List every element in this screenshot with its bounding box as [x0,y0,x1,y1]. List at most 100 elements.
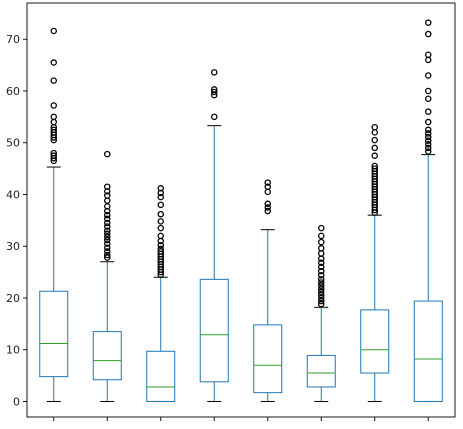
outlier-point [424,72,432,79]
y-tick-label: 10 [6,344,20,357]
outlier-point [424,148,432,155]
outlier-point [210,88,218,96]
outlier-point [210,69,218,76]
outlier-point [157,201,164,209]
outlier-point [424,130,432,137]
outlier-point [317,279,325,286]
outlier-point [424,87,432,95]
outlier-point [104,183,111,190]
outlier-point [424,95,432,102]
box-group [413,19,443,402]
outlier-point [317,224,325,232]
y-tick-label: 70 [6,33,20,46]
outlier-point [424,133,432,141]
outlier-point [424,30,432,38]
outlier-point [264,204,271,211]
outlier-point [50,152,58,159]
box-iqr [360,309,390,374]
outlier-point [104,219,111,227]
outlier-point [104,223,111,230]
box-iqr [199,278,229,383]
outlier-point [317,288,325,296]
box-group [146,185,176,402]
outlier-point [317,232,325,240]
outlier-point [104,240,111,247]
y-tick-label: 60 [6,85,20,98]
box-iqr [306,354,336,388]
outlier-point [50,149,58,157]
box-iqr [92,331,122,381]
outlier-point [424,126,432,134]
outlier-point [264,200,271,208]
outlier-point [424,19,432,26]
outlier-point [50,27,58,35]
outlier-point [157,245,164,253]
outlier-point [104,254,111,261]
outlier-point [317,291,325,299]
outlier-point [317,245,325,252]
outlier-point [50,126,58,134]
outlier-point [371,165,378,172]
outlier-point [371,162,378,170]
box-group [39,27,69,402]
outlier-point [50,77,58,84]
outlier-point [104,236,111,244]
outlier-point [264,207,271,215]
outlier-point [371,152,378,159]
outlier-point [157,224,164,232]
outlier-point [264,183,271,190]
outlier-point [210,86,218,93]
box-group [199,69,229,402]
outlier-point [104,251,111,259]
outlier-point [424,137,432,144]
outlier-point [157,210,164,218]
outlier-point [371,136,378,144]
outlier-point [424,118,432,126]
outlier-point [157,185,164,192]
outlier-point [424,144,432,152]
outlier-point [104,230,111,238]
outlier-point [157,248,164,255]
outlier-point [210,113,218,121]
y-tick-label: 50 [6,137,20,150]
outlier-point [424,141,432,148]
outlier-point [371,144,378,152]
outlier-point [104,233,111,241]
outlier-point [424,51,432,59]
outlier-point [371,123,378,131]
outlier-point [104,244,111,252]
outlier-point [157,193,164,201]
outlier-point [104,248,111,255]
outlier-point [104,192,111,199]
outlier-point [317,276,325,283]
box-group [92,150,122,402]
outlier-point [104,150,111,158]
outlier-point [317,297,325,305]
y-tick-label: 40 [6,188,20,201]
outlier-point [424,108,432,115]
boxes-layer [39,19,443,402]
axes-layer: 0 10 20 30 40 50 60 70 [6,2,456,421]
y-tick-label: 0 [13,395,20,408]
outlier-point [317,285,325,292]
box-iqr [39,290,69,378]
outlier-point [317,259,325,267]
outlier-point [317,263,325,271]
y-tick-label: 30 [6,240,20,253]
box-group [360,123,390,402]
box-iqr [146,350,176,402]
outlier-point [104,211,111,219]
box-iqr [253,324,283,394]
box-group [253,179,283,402]
y-tick-label: 20 [6,292,20,305]
outlier-point [50,102,58,109]
outlier-point [104,215,111,223]
outlier-point [104,227,111,234]
outlier-point [317,238,325,246]
outlier-point [317,267,325,275]
box-iqr [413,300,443,402]
outlier-point [157,218,164,225]
outlier-point [317,282,325,289]
